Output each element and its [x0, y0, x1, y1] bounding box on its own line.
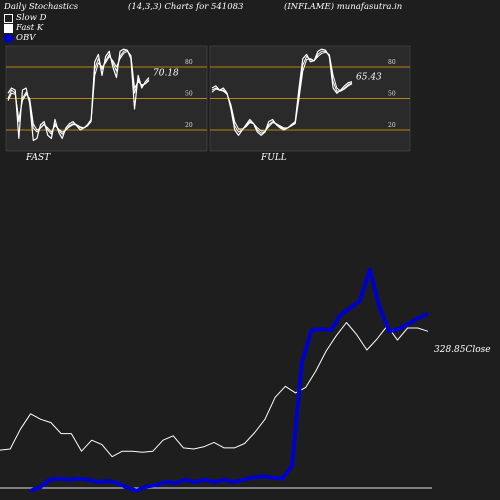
full-last-value: 65.43 — [356, 73, 382, 83]
full-panel-label: FULL — [261, 153, 287, 163]
full-level-label-50: 50 — [388, 91, 396, 98]
slow-d-swatch — [4, 13, 13, 23]
fast-stochastic-panel: 20 50 80 70.18 — [5, 45, 208, 152]
fast-level-label-50: 50 — [185, 91, 193, 98]
obv-price-panel: 328.85Close — [0, 267, 491, 493]
full-stoch-line-2 — [211, 51, 353, 132]
legend-obv: OBV — [4, 33, 35, 43]
chart-params: (14,3,3) Charts for 541083 — [128, 2, 244, 12]
full-level-label-80: 80 — [388, 59, 396, 66]
fast-level-label-20: 20 — [185, 122, 193, 129]
full-stochastic-panel: 20 50 80 65.43 — [209, 45, 411, 152]
fast-stoch-line-2 — [7, 50, 150, 133]
price-last-label: 328.85Close — [434, 345, 491, 355]
price-line — [0, 322, 429, 458]
obv-swatch — [4, 33, 13, 43]
full-level-label-20: 20 — [388, 122, 396, 129]
chart-symbol: (INFLAME) munafasutra.in — [284, 2, 403, 12]
fast-stoch-line-0 — [7, 48, 150, 142]
chart-title: Daily Stochastics — [4, 2, 79, 12]
legend-slow-d: Slow D — [4, 13, 46, 23]
legend-fast-k-label: Fast K — [16, 23, 44, 33]
fast-last-value: 70.18 — [153, 69, 179, 79]
legend-obv-label: OBV — [16, 33, 36, 43]
fast-level-label-80: 80 — [185, 59, 193, 66]
fast-k-swatch — [4, 23, 13, 33]
legend-fast-k: Fast K — [4, 23, 43, 33]
fast-panel-label: FAST — [26, 153, 51, 163]
legend-slow-d-label: Slow D — [16, 13, 47, 23]
obv-line — [29, 267, 429, 493]
full-stoch-line-1 — [211, 50, 353, 134]
